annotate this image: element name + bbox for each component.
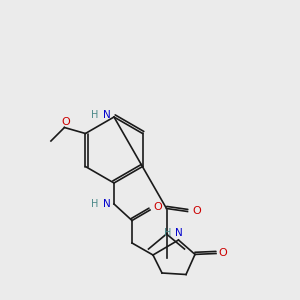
Text: H: H xyxy=(92,199,99,209)
Text: O: O xyxy=(61,117,70,127)
Text: H: H xyxy=(164,228,172,239)
Text: N: N xyxy=(175,228,182,239)
Text: O: O xyxy=(153,202,162,212)
Text: N: N xyxy=(103,199,110,209)
Text: N: N xyxy=(103,110,110,121)
Text: H: H xyxy=(92,110,99,121)
Text: O: O xyxy=(192,206,201,217)
Text: O: O xyxy=(218,248,227,259)
